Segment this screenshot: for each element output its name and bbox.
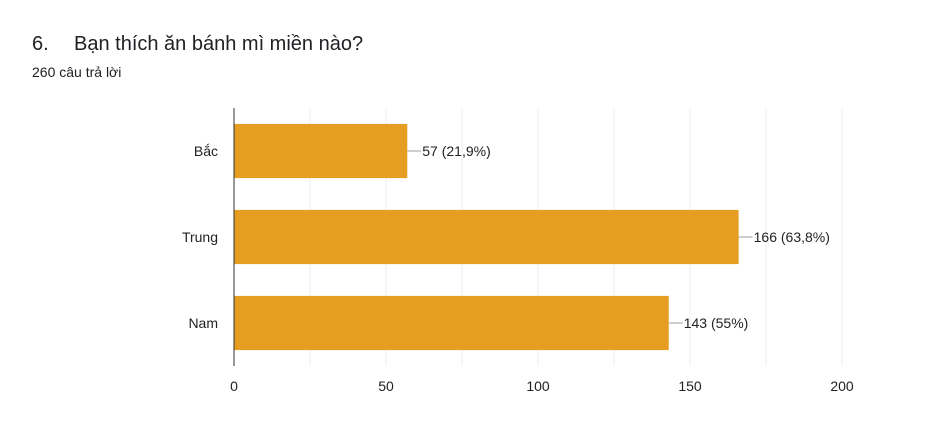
category-label: Trung xyxy=(182,229,218,245)
data-label: 143 (55%) xyxy=(684,315,749,331)
data-label: 57 (21,9%) xyxy=(422,143,490,159)
question-title: Bạn thích ăn bánh mì miền nào? xyxy=(74,33,364,55)
bar-2[interactable] xyxy=(234,209,739,265)
question-header: 6. Bạn thích ăn bánh mì miền nào? xyxy=(32,30,363,58)
x-tick-label: 200 xyxy=(830,378,854,394)
bar-3[interactable] xyxy=(234,295,669,351)
x-tick-label: 150 xyxy=(678,378,702,394)
x-tick-label: 100 xyxy=(526,378,550,394)
bar-1[interactable] xyxy=(234,123,408,179)
data-labels: 57 (21,9%) 166 (63,8%) 143 (55%) xyxy=(407,143,830,331)
category-label: Bắc xyxy=(194,143,218,159)
response-count: 260 câu trả lời xyxy=(32,64,122,80)
x-tick-label: 50 xyxy=(378,378,394,394)
x-tick-label: 0 xyxy=(230,378,238,394)
category-labels: Bắc Trung Nam xyxy=(182,143,218,331)
question-number: 6. xyxy=(32,33,49,55)
data-label: 166 (63,8%) xyxy=(754,229,830,245)
x-axis-ticks: 0 50 100 150 200 xyxy=(230,378,854,394)
bars xyxy=(234,123,739,351)
category-label: Nam xyxy=(188,315,218,331)
